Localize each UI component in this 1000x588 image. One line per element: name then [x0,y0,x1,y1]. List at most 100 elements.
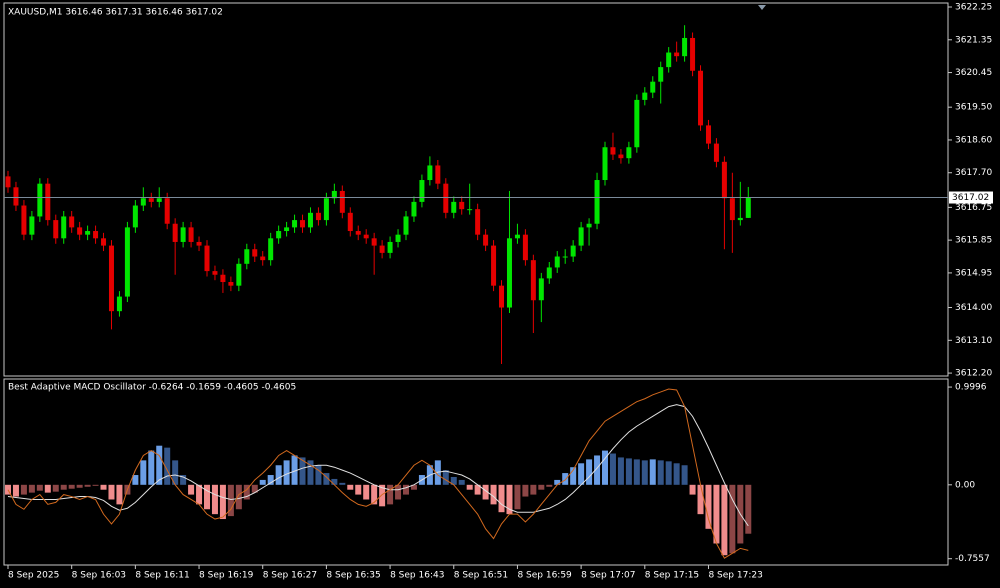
candle-body [666,52,672,68]
y-tick-label: 3620.45 [955,68,992,78]
candle-body [196,241,202,246]
candle-body [347,212,353,232]
histogram-bar [180,475,187,485]
candle-body [13,187,19,206]
candle-body [522,234,528,261]
histogram-bar [617,457,624,485]
histogram-bar [307,460,314,485]
histogram-bar [379,484,386,507]
candle-body [698,70,704,126]
shift-marker [758,5,766,10]
candle-body [554,256,560,268]
candle-body [61,216,67,239]
y-tick-label: 3619.50 [955,103,992,113]
histogram-bar [140,460,147,485]
candle-body [690,37,696,71]
oscillator-line [7,404,749,527]
histogram-bar [188,484,195,495]
candle-body [427,165,433,181]
histogram-bar [554,479,561,485]
candle-body [220,274,226,283]
candle-body [467,209,473,211]
histogram-bar [267,475,274,485]
histogram-bar [20,484,27,495]
candle-body [85,231,91,235]
candle-body [570,245,576,257]
candle-body [721,161,727,199]
histogram-bar [498,484,505,513]
candle-body [737,217,743,221]
x-tick-label: 8 Sep 16:19 [199,571,254,581]
candle-body [642,92,648,100]
candle-body [499,285,505,308]
candle-body [108,245,114,312]
y-tick-label: 3615.85 [955,236,992,246]
histogram-bar [673,463,680,485]
histogram-bar [562,473,569,485]
histogram-bar [100,484,107,490]
x-tick-label: 8 Sep 16:03 [72,571,126,581]
candle-body [244,249,250,264]
histogram-bar [156,445,163,485]
x-tick-label: 8 Sep 16:51 [454,571,508,581]
candle-body [491,245,497,286]
histogram-bar [132,475,139,485]
x-tick-label: 8 Sep 16:27 [263,571,317,581]
candle-body [411,201,417,217]
histogram-bar [315,465,322,485]
candle-body [371,238,377,246]
candle-body [300,220,306,228]
histogram-bar [713,484,720,544]
candle-body [53,220,59,239]
candle-body [713,143,719,162]
candle-body [459,201,465,210]
candle-body [363,234,369,239]
histogram-bar [291,455,298,485]
histogram-bar [395,484,402,500]
histogram-bar [52,484,59,492]
candle-body [602,147,608,181]
x-tick-label: 8 Sep 17:07 [581,571,635,581]
histogram-bar [36,484,43,491]
histogram-bar [506,484,513,515]
y-tick-label: 3613.10 [955,336,992,346]
histogram-bar [697,484,704,515]
candle-body [705,125,711,144]
histogram-bar [116,484,123,505]
histogram-bar [164,447,171,485]
histogram-bar [594,455,601,485]
histogram-bar [689,484,696,495]
candle-body [228,282,234,286]
candle-body [538,278,544,301]
candle-body [307,212,313,228]
histogram-bar [609,453,616,485]
candle-body [252,249,258,257]
candle-body [626,147,632,159]
candle-body [29,216,35,235]
candle-body [419,180,425,202]
histogram-bar [235,484,242,510]
histogram-bar [450,476,457,485]
candle-body [475,209,481,235]
histogram-bar [172,460,179,485]
last-price-label: 3617.02 [952,193,989,203]
last-price-box [949,191,993,204]
y-tick-label: 3614.95 [955,268,992,278]
candle-body [101,238,107,246]
y-tick-label: 0.9996 [955,383,987,393]
histogram-bar [538,484,545,490]
histogram-bar [530,484,537,495]
candle-body [443,183,449,213]
x-tick-label: 8 Sep 17:23 [708,571,762,581]
x-tick-label: 8 Sep 17:15 [645,571,699,581]
candle-body [451,201,457,213]
histogram-bar [602,450,608,485]
candle-body [331,190,337,199]
y-tick-label: -0.7557 [955,554,990,564]
histogram-bar [729,484,736,554]
candle-body [172,223,178,242]
histogram-bar [28,484,35,493]
histogram-bar [387,484,394,505]
x-tick-label: 8 Sep 2025 [8,571,59,581]
